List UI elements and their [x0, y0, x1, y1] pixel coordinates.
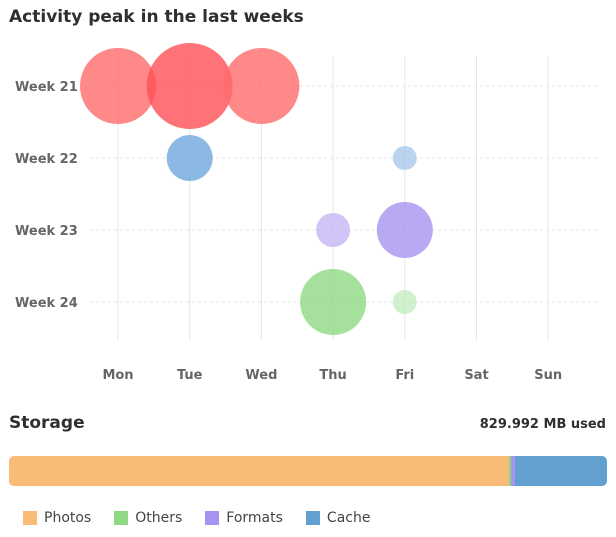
legend-label: Cache	[326, 510, 371, 526]
storage-segment-others[interactable]	[509, 456, 512, 486]
activity-bubble-chart: Week 21 Week 22 Week 23 Week 24 Mon Tue Wed Th…	[15, 43, 600, 383]
storage-segment-photos[interactable]	[9, 456, 510, 486]
x-axis-labels: Mon Tue Wed Thu Fri Sat Sun	[102, 368, 562, 383]
legend-label: Others	[135, 510, 183, 526]
bubble-week-21-tue[interactable]	[146, 43, 233, 129]
x-tick-label: Thu	[319, 368, 346, 383]
legend-label: Formats	[226, 510, 283, 526]
storage-title: Storage	[9, 413, 85, 433]
y-tick-label: Week 24	[15, 296, 78, 311]
legend-label: Photos	[44, 510, 92, 526]
x-tick-label: Fri	[395, 368, 414, 383]
storage-bar	[9, 456, 607, 486]
bubble-week-23-thu[interactable]	[316, 213, 351, 247]
legend-swatch	[305, 511, 320, 525]
bubble-week-24-thu[interactable]	[300, 269, 367, 335]
legend-item-cache[interactable]: Cache	[305, 510, 371, 526]
x-tick-label: Sun	[534, 368, 562, 383]
legend-swatch	[205, 511, 220, 525]
bubble-week-24-fri[interactable]	[392, 290, 417, 314]
y-tick-label: Week 23	[15, 224, 78, 239]
legend-item-formats[interactable]: Formats	[205, 510, 283, 526]
bubble-week-23-fri[interactable]	[376, 202, 433, 258]
bubbles	[80, 43, 433, 335]
storage-used-text: 829.992 MB used	[479, 417, 606, 432]
chart-title: Activity peak in the last weeks	[9, 7, 304, 27]
x-tick-label: Sat	[464, 368, 488, 383]
x-tick-label: Wed	[245, 368, 277, 383]
storage-segment-cache[interactable]	[515, 456, 607, 486]
bubble-week-21-mon[interactable]	[80, 48, 156, 124]
y-tick-label: Week 22	[15, 152, 78, 167]
storage-legend: Photos Others Formats Cache	[23, 510, 393, 526]
legend-swatch	[114, 511, 129, 525]
x-tick-label: Tue	[177, 368, 203, 383]
y-axis-labels: Week 21 Week 22 Week 23 Week 24	[15, 80, 78, 311]
y-tick-label: Week 21	[15, 80, 78, 95]
legend-item-others[interactable]: Others	[114, 510, 182, 526]
storage-segment-formats[interactable]	[511, 456, 516, 486]
bubble-week-21-wed[interactable]	[223, 48, 300, 124]
legend-swatch	[23, 511, 37, 525]
legend-item-photos[interactable]: Photos	[23, 510, 91, 526]
bubble-week-22-fri[interactable]	[392, 146, 417, 170]
bubble-week-22-tue[interactable]	[166, 135, 213, 181]
x-tick-label: Mon	[102, 368, 133, 383]
